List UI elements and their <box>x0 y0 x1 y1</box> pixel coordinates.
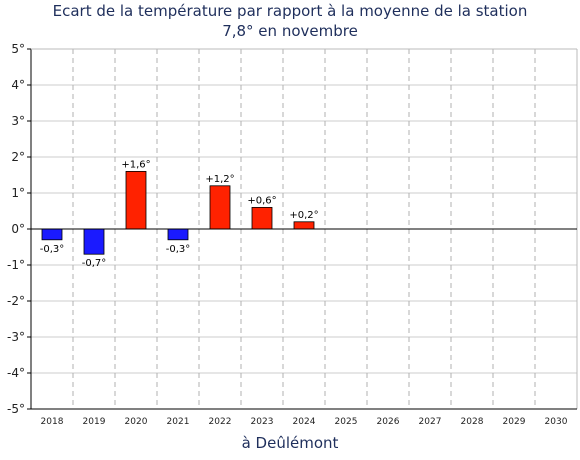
x-tick-label: 2020 <box>125 417 148 427</box>
data-label: -0,3° <box>166 244 191 255</box>
x-tick-label: 2022 <box>209 417 232 427</box>
x-tick-label: 2029 <box>503 417 526 427</box>
y-tick-label: 1° <box>11 186 25 200</box>
x-tick-label: 2023 <box>251 417 274 427</box>
bar <box>167 228 189 241</box>
x-tick-label: 2018 <box>41 417 64 427</box>
bar <box>41 228 63 241</box>
x-tick-label: 2027 <box>419 417 442 427</box>
y-tick-label: -5° <box>7 402 25 416</box>
x-tick-label: 2025 <box>335 417 358 427</box>
bar <box>293 221 315 230</box>
data-label: -0,3° <box>40 244 65 255</box>
x-tick-label: 2030 <box>545 417 568 427</box>
y-tick-label: 0° <box>11 222 25 236</box>
data-label: +1,2° <box>205 174 234 185</box>
x-tick-label: 2024 <box>293 417 316 427</box>
y-tick-label: -1° <box>7 258 25 272</box>
bar <box>83 228 105 255</box>
data-label: +0,6° <box>247 195 276 206</box>
bar <box>209 185 231 230</box>
data-label: -0,7° <box>82 258 107 269</box>
x-tick-label: 2019 <box>83 417 106 427</box>
y-tick-label: 4° <box>11 78 25 92</box>
chart-title: Ecart de la température par rapport à la… <box>52 2 528 20</box>
x-axis-label: à Deûlémont <box>241 434 339 452</box>
x-tick-label: 2021 <box>167 417 190 427</box>
y-tick-label: 3° <box>11 114 25 128</box>
y-tick-label: 2° <box>11 150 25 164</box>
bar <box>251 206 273 230</box>
x-tick-label: 2026 <box>377 417 400 427</box>
y-tick-label: -3° <box>7 330 25 344</box>
chart-subtitle: 7,8° en novembre <box>222 22 358 40</box>
y-tick-label: -2° <box>7 294 25 308</box>
x-tick-label: 2028 <box>461 417 484 427</box>
data-label: +0,2° <box>289 210 318 221</box>
bar <box>125 170 147 230</box>
y-tick-label: -4° <box>7 366 25 380</box>
data-label: +1,6° <box>121 159 150 170</box>
y-tick-label: 5° <box>11 42 25 56</box>
